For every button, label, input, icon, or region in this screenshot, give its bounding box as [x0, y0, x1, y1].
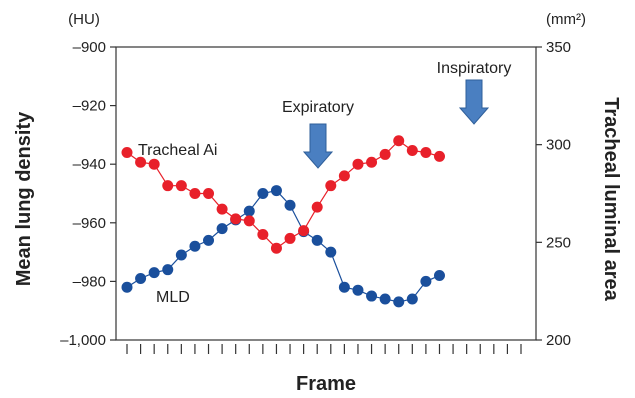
data-point-tracheal-ai — [121, 146, 133, 158]
data-point-mld — [325, 246, 337, 258]
series-label-tracheal-ai: Tracheal Ai — [138, 142, 217, 159]
left-y-tick-label: –960 — [73, 215, 106, 232]
left-y-tick-label: –920 — [73, 98, 106, 115]
data-point-tracheal-ai — [175, 180, 187, 192]
annotation-expiratory: Expiratory — [282, 99, 354, 116]
left-axis-unit: (HU) — [68, 11, 100, 28]
annotation-layer: MLD Tracheal Ai Expiratory Inspiratory — [138, 60, 511, 306]
left-y-tick-label: –1,000 — [60, 332, 106, 349]
data-point-tracheal-ai — [433, 150, 445, 162]
data-point-tracheal-ai — [406, 145, 418, 157]
data-point-tracheal-ai — [257, 229, 269, 241]
series-tracheal-ai — [121, 135, 445, 254]
data-point-tracheal-ai — [338, 170, 350, 182]
data-point-mld — [270, 185, 282, 197]
data-point-mld — [189, 240, 201, 252]
right-y-tick-label: 200 — [546, 332, 571, 349]
data-point-tracheal-ai — [216, 203, 228, 215]
data-point-mld — [148, 267, 160, 279]
tick-layer: –900 –920 –940 –960 –980 –1,000 350 300 250 200 — [60, 39, 571, 354]
data-point-mld — [203, 234, 215, 246]
data-point-mld — [135, 272, 147, 284]
series-layer — [121, 135, 445, 308]
plot-area-frame — [115, 46, 537, 341]
data-point-mld — [311, 234, 323, 246]
series-line-mld — [126, 189, 440, 303]
data-point-mld — [352, 284, 364, 296]
data-point-mld — [175, 249, 187, 261]
data-point-mld — [393, 296, 405, 308]
right-y-tick-label: 300 — [546, 137, 571, 154]
data-point-tracheal-ai — [420, 146, 432, 158]
right-y-tick-label: 250 — [546, 234, 571, 251]
series-label-mld: MLD — [156, 289, 190, 306]
data-point-mld — [420, 275, 432, 287]
data-point-mld — [366, 290, 378, 302]
data-point-tracheal-ai — [230, 213, 242, 225]
data-point-mld — [379, 293, 391, 305]
left-y-tick-label: –900 — [73, 39, 106, 56]
right-axis-unit: (mm²) — [546, 11, 586, 28]
left-axis-title: Mean lung density — [13, 111, 35, 286]
data-point-mld — [162, 264, 174, 276]
data-point-tracheal-ai — [135, 156, 147, 168]
data-point-tracheal-ai — [379, 148, 391, 160]
data-point-tracheal-ai — [352, 158, 364, 170]
right-y-tick-label: 350 — [546, 39, 571, 56]
data-point-tracheal-ai — [366, 156, 378, 168]
data-point-tracheal-ai — [243, 215, 255, 227]
left-y-tick-label: –980 — [73, 273, 106, 290]
series-mld — [121, 185, 445, 308]
data-point-tracheal-ai — [148, 158, 160, 170]
data-point-mld — [216, 223, 228, 235]
data-point-tracheal-ai — [270, 242, 282, 254]
left-y-tick-label: –940 — [73, 156, 106, 173]
down-arrow-icon — [302, 123, 334, 169]
right-axis-title: Tracheal luminal area — [600, 97, 622, 301]
data-point-mld — [257, 188, 269, 199]
data-point-tracheal-ai — [189, 188, 201, 199]
data-point-mld — [284, 199, 296, 211]
x-axis-title: Frame — [296, 373, 356, 395]
data-point-tracheal-ai — [284, 232, 296, 244]
data-point-tracheal-ai — [162, 180, 174, 192]
annotation-inspiratory: Inspiratory — [437, 60, 512, 77]
data-point-mld — [243, 205, 255, 217]
data-point-mld — [338, 281, 350, 293]
data-point-tracheal-ai — [311, 201, 323, 213]
data-point-mld — [121, 281, 133, 293]
data-point-mld — [433, 270, 445, 282]
data-point-tracheal-ai — [393, 135, 405, 147]
down-arrow-icon — [458, 79, 490, 125]
data-point-tracheal-ai — [298, 225, 310, 237]
data-point-tracheal-ai — [203, 188, 215, 199]
data-point-mld — [406, 293, 418, 305]
data-point-tracheal-ai — [325, 180, 337, 192]
